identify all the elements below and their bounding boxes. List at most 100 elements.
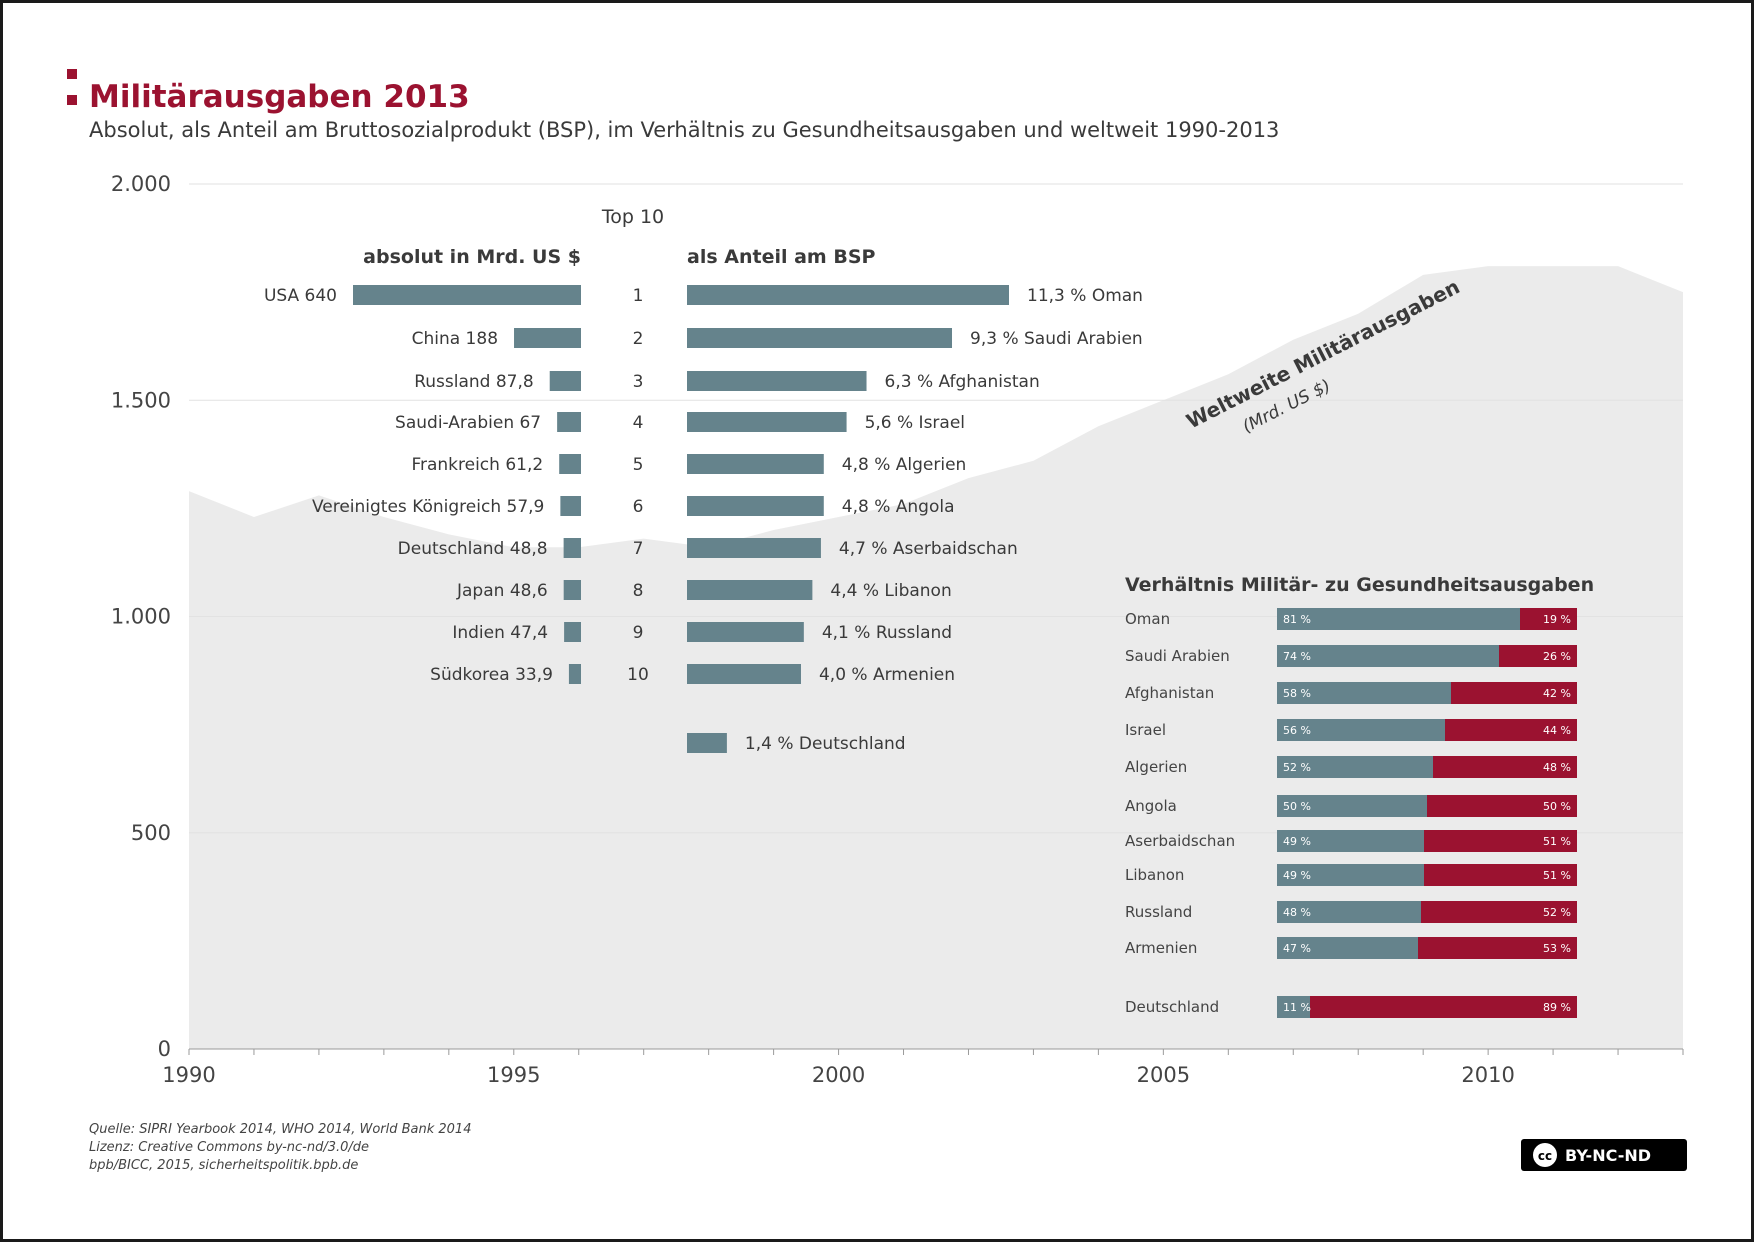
- gdp-share-bar: [687, 538, 821, 558]
- absolute-bar: [353, 285, 581, 305]
- absolute-bar-label: Russland 87,8: [414, 372, 534, 392]
- ratio-country-label: Angola: [1125, 797, 1177, 815]
- rank-label: 1: [633, 286, 644, 306]
- absolute-bar: [560, 496, 581, 516]
- y-tick-label: 2.000: [111, 172, 171, 196]
- absolute-bar-label: China 188: [412, 329, 498, 349]
- top10-header: Top 10: [601, 206, 664, 228]
- ratio-country-label: Deutschland: [1125, 998, 1219, 1016]
- area-chart-axes: 0 500 1.000 1.500 2.000 1990 1995 2000 2005 2010: [111, 172, 1684, 1087]
- military-share-bar: [1277, 682, 1451, 704]
- absolute-bar: [557, 412, 581, 432]
- gdp-share-bar: [687, 496, 824, 516]
- title-marker-top: [67, 69, 77, 79]
- y-tick-label: 0: [158, 1037, 171, 1061]
- y-tick-label: 500: [131, 821, 171, 845]
- gdp-share-label: 11,3 % Oman: [1027, 286, 1143, 306]
- rank-label: 10: [627, 665, 649, 685]
- y-tick-label: 1.000: [111, 605, 171, 629]
- publisher-line: bpb/BICC, 2015, sicherheitspolitik.bpb.d…: [89, 1158, 358, 1173]
- rank-label: 8: [633, 581, 644, 601]
- gdp-share-bar-chart: 11,3 % Oman 9,3 % Saudi Arabien 6,3 % Afgh…: [687, 285, 1143, 754]
- rank-label: 3: [633, 372, 644, 392]
- health-share-bar: [1433, 756, 1577, 778]
- absolute-bar-label: USA 640: [264, 286, 337, 306]
- gdp-share-label: 6,3 % Afghanistan: [885, 372, 1040, 392]
- gdp-share-bar: [687, 622, 804, 642]
- absolute-bar-label: Südkorea 33,9: [430, 665, 553, 685]
- rank-label: 5: [633, 455, 644, 475]
- military-share-label: 74 %: [1283, 650, 1311, 663]
- military-share-label: 56 %: [1283, 724, 1311, 737]
- military-share-label: 81 %: [1283, 613, 1311, 626]
- military-share-label: 58 %: [1283, 687, 1311, 700]
- military-share-bar: [1277, 719, 1445, 741]
- absolute-bar: [564, 622, 581, 642]
- gdp-share-label: 9,3 % Saudi Arabien: [970, 329, 1143, 349]
- health-share-bar: [1418, 937, 1577, 959]
- health-share-label: 26 %: [1543, 650, 1571, 663]
- absolute-bar: [559, 454, 581, 474]
- health-share-bar: [1424, 864, 1577, 886]
- health-share-label: 53 %: [1543, 942, 1571, 955]
- gdp-share-bar: [687, 328, 953, 348]
- military-share-label: 11 %: [1283, 1001, 1311, 1014]
- ratio-chart-title: Verhältnis Militär- zu Gesundheitsausgab…: [1125, 574, 1594, 596]
- absolute-bar-label: Indien 47,4: [452, 623, 548, 643]
- gdp-share-label: 4,0 % Armenien: [819, 665, 955, 685]
- x-tick-label: 2005: [1137, 1063, 1190, 1087]
- gdp-share-bar: [687, 580, 813, 600]
- military-share-bar: [1277, 901, 1421, 923]
- rank-label: 2: [633, 329, 644, 349]
- health-share-label: 89 %: [1543, 1001, 1571, 1014]
- military-share-bar: [1277, 830, 1424, 852]
- cc-icon: [1533, 1143, 1557, 1167]
- x-tick-label: 2000: [812, 1063, 865, 1087]
- military-share-label: 49 %: [1283, 835, 1311, 848]
- ratio-country-label: Armenien: [1125, 939, 1197, 957]
- absolute-spending-bar-chart: USA 640 1 China 188 2 Russland 87,8 3 Saudi-Ar…: [264, 285, 649, 685]
- x-tick-label: 1990: [162, 1063, 215, 1087]
- world-spending-area: [189, 266, 1683, 1049]
- gdp-share-label: 4,8 % Algerien: [842, 455, 967, 475]
- health-share-label: 52 %: [1543, 906, 1571, 919]
- rank-label: 7: [633, 539, 644, 559]
- absolute-bar: [514, 328, 581, 348]
- health-share-label: 50 %: [1543, 800, 1571, 813]
- health-share-bar: [1445, 719, 1577, 741]
- health-share-bar: [1427, 795, 1577, 817]
- military-share-label: 49 %: [1283, 869, 1311, 882]
- x-tick-label: 2010: [1461, 1063, 1514, 1087]
- gdp-share-label: 4,7 % Aserbaidschan: [839, 539, 1018, 559]
- page-title: Militärausgaben 2013: [89, 79, 470, 115]
- gdp-share-bar: [687, 412, 847, 432]
- military-share-bar: [1277, 937, 1418, 959]
- gdp-share-bar: [687, 454, 824, 474]
- health-share-bar: [1310, 996, 1577, 1018]
- military-share-bar: [1277, 996, 1310, 1018]
- health-share-bar: [1424, 830, 1577, 852]
- health-share-label: 44 %: [1543, 724, 1571, 737]
- military-share-label: 50 %: [1283, 800, 1311, 813]
- absolute-bar-label: Vereinigtes Königreich 57,9: [312, 497, 544, 517]
- military-share-bar: [1277, 645, 1499, 667]
- military-share-label: 48 %: [1283, 906, 1311, 919]
- gdp-share-bar: [687, 285, 1009, 305]
- military-share-bar: [1277, 608, 1520, 630]
- ratio-country-label: Saudi Arabien: [1125, 647, 1230, 665]
- military-share-bar: [1277, 864, 1424, 886]
- health-share-bar: [1520, 608, 1577, 630]
- ratio-country-label: Aserbaidschan: [1125, 832, 1235, 850]
- title-marker-bottom: [67, 95, 77, 105]
- rank-label: 4: [633, 413, 644, 433]
- absolute-bar: [568, 664, 581, 684]
- gdp-share-bar: [687, 733, 727, 753]
- ratio-country-label: Russland: [1125, 903, 1192, 921]
- absolute-bar-label: Deutschland 48,8: [398, 539, 548, 559]
- page-subtitle: Absolut, als Anteil am Bruttosozialprodu…: [89, 118, 1279, 142]
- health-share-label: 42 %: [1543, 687, 1571, 700]
- cc-license-badge[interactable]: cc BY-NC-ND: [1521, 1139, 1687, 1171]
- gdp-share-bar: [687, 664, 801, 684]
- military-share-label: 52 %: [1283, 761, 1311, 774]
- health-share-bar: [1499, 645, 1577, 667]
